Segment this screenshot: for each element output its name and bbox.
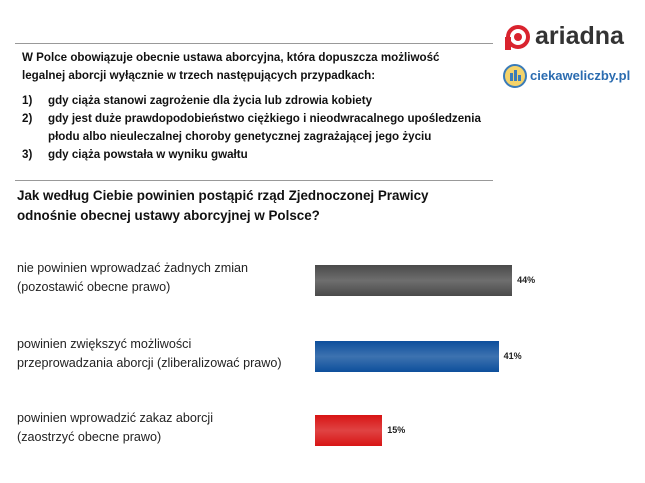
divider [15,180,493,181]
value-label: 41% [503,351,522,361]
value-label: 15% [387,425,406,435]
value-label: 44% [517,275,536,285]
list-marker: 2) [22,112,33,125]
brand-icon [505,25,530,50]
list-item: płodu albo nieuleczalnej choroby genetyc… [48,130,432,143]
category-label: powinien zwiększyć możliwości [17,337,192,351]
category-label: (pozostawić obecne prawo) [17,280,171,294]
divider [15,43,493,44]
chart-title: Jak według Ciebie powinien postąpić rząd… [17,188,429,203]
list-item: gdy ciąża powstała w wyniku gwałtu [48,148,248,161]
list-marker: 1) [22,94,33,107]
site-icon [503,64,527,88]
site: ciekaweliczby.pl [530,68,631,83]
bar [315,341,499,372]
bar [315,265,513,296]
brand: ariadna [535,22,624,50]
category-label: (zaostrzyć obecne prawo) [17,430,162,444]
category-label: nie powinien wprowadzać żadnych zmian [17,261,249,275]
bar [315,415,383,446]
list-item: gdy ciąża stanowi zagrożenie dla życia l… [48,94,373,107]
chart-title: odnośnie obecnej ustawy aborcyjnej w Pol… [17,208,320,223]
intro-line: legalnej aborcji wyłącznie w trzech nast… [22,69,376,82]
intro-line: W Polce obowiązuje obecnie ustawa aborcy… [22,51,440,64]
category-label: przeprowadzania aborcji (zliberalizować … [17,356,282,370]
category-label: powinien wprowadzić zakaz aborcji [17,411,213,425]
list-item: gdy jest duże prawdopodobieństwo ciężkie… [48,112,481,125]
list-marker: 3) [22,148,33,161]
